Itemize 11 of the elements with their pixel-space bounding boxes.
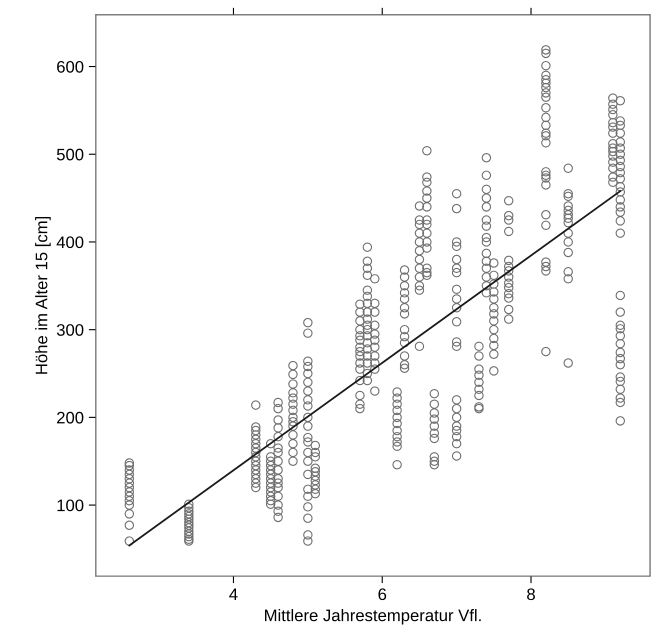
y-tick-label: 400: [56, 236, 84, 248]
y-tick-label: 100: [58, 499, 84, 512]
y-tick-label: 200: [57, 412, 84, 424]
x-tick-label: 6: [378, 588, 386, 600]
x-tick-label: 4: [229, 588, 238, 600]
y-tick-label: 600: [57, 60, 84, 73]
x-tick-label: 8: [527, 588, 535, 600]
y-tick-label: 500: [56, 148, 84, 160]
y-axis-title: Höhe im Alter 15 [cm]: [35, 216, 51, 374]
x-axis-title: Mittlere Jahrestemperatur Vfl.: [265, 609, 481, 625]
y-tick-label: 300: [56, 324, 84, 336]
